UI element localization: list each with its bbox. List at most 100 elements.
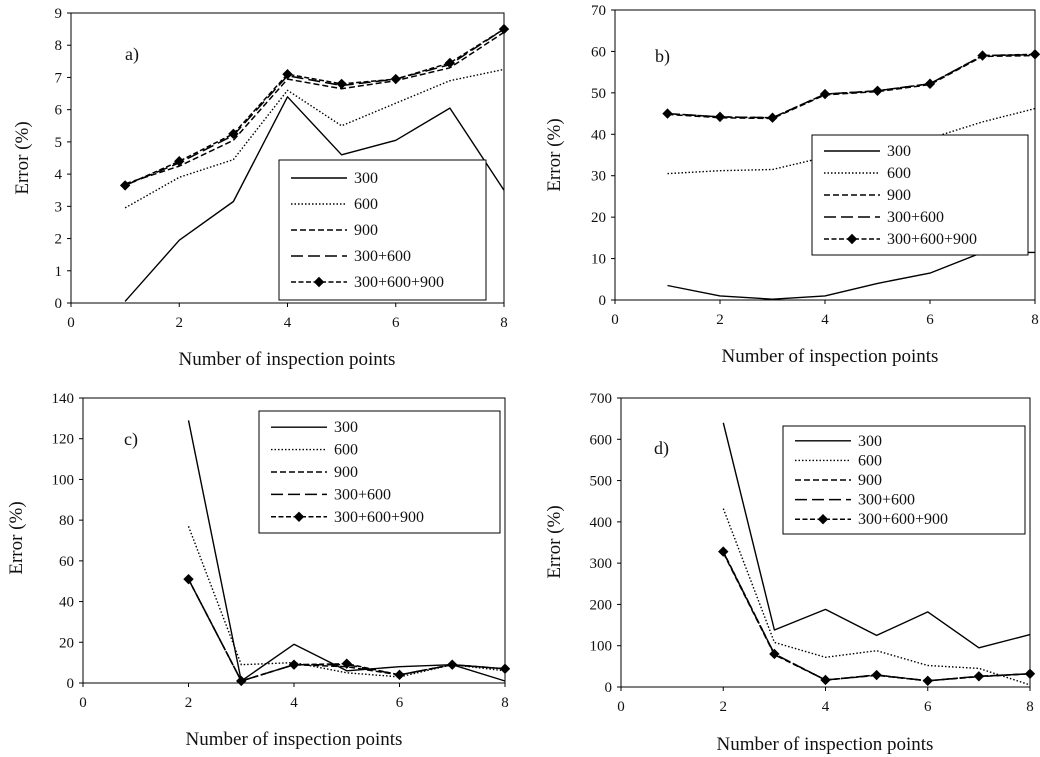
legend-label: 900	[334, 464, 358, 481]
x-tick-label: 4	[290, 695, 298, 711]
x-tick-label: 2	[720, 699, 728, 715]
y-tick-label: 120	[52, 432, 75, 448]
panel-label: c)	[124, 429, 138, 450]
y-tick-label: 30	[591, 169, 606, 185]
y-tick-label: 2	[55, 232, 63, 248]
y-tick-label: 8	[55, 38, 63, 54]
data-point-marker	[174, 156, 185, 167]
legend: 300 600 900 300+600 300+600+900	[782, 425, 1026, 535]
legend: 300 600 900 300+600 300+600+900	[811, 134, 1029, 256]
data-point-marker	[341, 658, 352, 669]
series-line-600	[722, 508, 1031, 686]
chart-panel-c: 0 20 40 60 80 100 120 140 0 2 4 6 8 Number of inspect…	[6, 391, 511, 750]
series-line-300-600	[722, 551, 1031, 682]
legend-label: 300+600	[354, 248, 411, 265]
y-tick-label: 60	[591, 44, 606, 60]
legend-label: 900	[858, 472, 882, 489]
y-tick-label: 100	[52, 472, 75, 488]
legend-marker	[293, 511, 305, 522]
legend-label: 300	[334, 419, 358, 436]
y-tick-label: 7	[55, 70, 63, 86]
x-axis-label: Number of inspection points	[717, 734, 934, 755]
legend-label: 600	[887, 165, 911, 182]
data-point-marker	[444, 57, 456, 69]
legend-label: 600	[334, 442, 358, 459]
y-tick-label: 400	[590, 515, 613, 531]
y-tick-label: 3	[55, 199, 63, 215]
legend-label: 600	[354, 196, 378, 213]
x-tick-label: 8	[1031, 312, 1039, 328]
legend-marker	[846, 233, 858, 245]
series-line-300	[124, 96, 505, 302]
series-line-300-600	[667, 53, 1036, 119]
y-tick-label: 10	[591, 252, 606, 268]
legend-label: 900	[354, 222, 378, 239]
data-point-marker	[872, 85, 883, 96]
y-axis-label: Error (%)	[544, 118, 565, 191]
legend-label: 300	[354, 170, 378, 187]
data-point-marker	[662, 108, 673, 119]
data-point-marker	[447, 659, 458, 670]
data-point-marker	[1029, 49, 1040, 60]
data-point-marker	[394, 669, 405, 681]
series-line-300-600-900	[722, 551, 1031, 682]
x-tick-label: 4	[284, 315, 292, 331]
data-point-marker	[977, 50, 988, 61]
y-axis-label: Error (%)	[544, 505, 565, 578]
y-tick-label: 0	[67, 676, 75, 692]
y-tick-label: 6	[55, 103, 63, 119]
x-tick-label: 6	[926, 312, 934, 328]
y-tick-label: 0	[55, 296, 63, 312]
data-point-marker	[336, 78, 347, 90]
data-point-marker	[871, 669, 882, 681]
legend-marker	[313, 276, 325, 288]
y-tick-label: 600	[590, 432, 613, 448]
y-tick-label: 500	[590, 474, 613, 490]
x-tick-label: 8	[1026, 699, 1034, 715]
series-line-300	[667, 251, 1035, 300]
y-tick-label: 140	[52, 391, 75, 407]
chart-panel-a: 0 1 2 3 4 5 6 7 8 9 0 2 4 6 8 Number of inspection poin…	[12, 6, 510, 370]
legend-label: 300+600+900	[887, 231, 977, 248]
chart-panel-b: 0 10 20 30 40 50 60 70 0 2 4 6 8 Number of inspection…	[544, 3, 1040, 367]
y-tick-label: 4	[55, 167, 63, 183]
x-tick-label: 2	[185, 695, 193, 711]
y-tick-label: 20	[59, 635, 74, 651]
series-line-900	[124, 31, 505, 185]
legend-label: 600	[858, 452, 882, 469]
y-tick-label: 100	[590, 639, 613, 655]
legend-label: 300+600	[334, 486, 391, 503]
x-tick-label: 0	[67, 315, 75, 331]
x-axis-label: Number of inspection points	[722, 346, 939, 367]
legend-label: 300+600	[887, 209, 944, 226]
y-tick-label: 300	[590, 556, 613, 572]
y-tick-label: 9	[55, 6, 63, 22]
data-point-marker	[390, 73, 401, 85]
x-tick-label: 0	[617, 699, 625, 715]
legend-label: 300	[887, 143, 911, 160]
series-line-600	[667, 107, 1036, 175]
y-tick-label: 60	[59, 554, 74, 570]
series-line-900	[722, 552, 1031, 682]
x-tick-label: 2	[176, 315, 184, 331]
legend-label: 300	[858, 433, 882, 450]
y-tick-label: 200	[590, 597, 613, 613]
data-point-marker	[498, 23, 510, 35]
data-point-marker	[228, 128, 239, 140]
data-point-marker	[922, 675, 933, 687]
y-tick-label: 5	[55, 135, 63, 151]
series-line-300	[722, 422, 1031, 649]
y-tick-label: 80	[59, 513, 74, 529]
y-axis-label: Error (%)	[12, 121, 33, 194]
data-point-marker	[288, 659, 300, 670]
series-line-300-600-900	[667, 53, 1036, 119]
x-tick-label: 8	[501, 695, 509, 711]
data-point-marker	[282, 69, 293, 80]
legend-label: 300+600+900	[334, 509, 424, 526]
panel-label: d)	[654, 438, 669, 459]
series-line-900	[667, 54, 1036, 120]
y-tick-label: 0	[605, 680, 613, 696]
y-tick-label: 1	[55, 264, 63, 280]
data-point-marker	[1024, 668, 1036, 679]
